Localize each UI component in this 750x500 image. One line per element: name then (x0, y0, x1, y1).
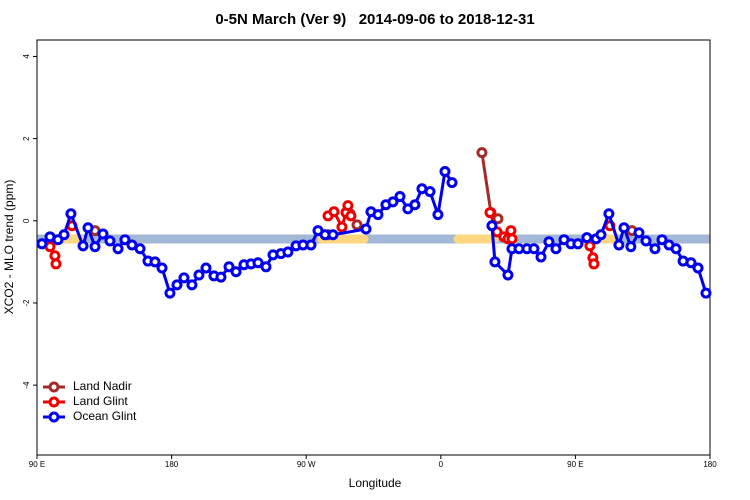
data-point (342, 200, 354, 212)
data-point (528, 243, 540, 255)
data-point (625, 241, 637, 253)
x-tick-label: 90 E (29, 460, 45, 469)
data-point (36, 238, 48, 250)
y-tick-label: 2 (22, 136, 31, 141)
data-point (58, 229, 70, 241)
y-tick-label: 0 (22, 218, 31, 223)
data-point (640, 235, 652, 247)
data-point (336, 221, 348, 233)
data-point (260, 261, 272, 273)
data-point (506, 233, 518, 245)
data-point (77, 240, 89, 252)
plot-frame (36, 39, 711, 456)
data-point (65, 208, 77, 220)
data-point (476, 147, 488, 159)
data-point (305, 239, 317, 251)
data-point (618, 222, 630, 234)
x-tick-label: 0 (439, 460, 444, 469)
data-point (149, 256, 161, 268)
data-point (345, 210, 357, 222)
chart-title: 0-5N March (Ver 9) 2014-09-06 to 2018-12… (215, 11, 534, 28)
legend-label: Land Nadir (73, 379, 132, 393)
data-point (223, 261, 235, 273)
legend-label: Ocean Glint (73, 409, 137, 423)
data-point (439, 165, 451, 177)
data-point (656, 234, 668, 246)
x-axis-label: Longitude (349, 476, 402, 490)
data-point (505, 225, 517, 237)
data-point (119, 234, 131, 246)
data-point (492, 213, 504, 225)
data-point (543, 236, 555, 248)
data-point (126, 239, 138, 251)
data-point (328, 206, 340, 218)
data-point (186, 279, 198, 291)
data-point (156, 262, 168, 274)
data-point (603, 208, 615, 220)
data-point (50, 258, 62, 270)
data-point (581, 232, 593, 244)
data-point (193, 269, 205, 281)
y-tick-label: -4 (22, 381, 31, 389)
data-point (104, 235, 116, 247)
data-point (282, 246, 294, 258)
x-tick-label: 90 E (567, 460, 583, 469)
data-point (613, 239, 625, 251)
x-tick-label: 90 W (297, 460, 316, 469)
y-tick-label: 4 (22, 54, 31, 59)
data-point (550, 243, 562, 255)
data-point (670, 243, 682, 255)
data-point (535, 251, 547, 263)
data-point (215, 271, 227, 283)
data-point (164, 287, 176, 299)
data-point (171, 279, 183, 291)
data-point (82, 222, 94, 234)
data-point (252, 257, 264, 269)
data-point (89, 241, 101, 253)
data-point (49, 250, 61, 262)
legend-label: Land Glint (73, 394, 128, 408)
data-point (409, 199, 421, 211)
legend-marker (48, 411, 60, 423)
data-point (633, 227, 645, 239)
data-point (502, 269, 514, 281)
data-point (394, 191, 406, 203)
x-tick-label: 180 (703, 460, 717, 469)
data-point (351, 219, 363, 231)
data-point (572, 238, 584, 250)
data-point (178, 272, 190, 284)
data-point (230, 266, 242, 278)
data-point (446, 177, 458, 189)
data-point (360, 223, 372, 235)
x-tick-label: 180 (165, 460, 179, 469)
data-point (432, 209, 444, 221)
data-point (134, 243, 146, 255)
legend-marker (48, 396, 60, 408)
data-point (649, 243, 661, 255)
data-point (200, 262, 212, 274)
data-point (486, 220, 498, 232)
data-point (327, 229, 339, 241)
legend-marker (48, 381, 60, 393)
data-point (372, 209, 384, 221)
data-point (424, 186, 436, 198)
y-tick-label: -2 (22, 299, 31, 307)
data-point (489, 256, 501, 268)
data-point (588, 258, 600, 270)
data-point (692, 262, 704, 274)
data-point (97, 228, 109, 240)
data-point (484, 207, 496, 219)
data-point (387, 196, 399, 208)
y-axis-label: XCO2 - MLO trend (ppm) (2, 180, 16, 315)
data-point (700, 287, 712, 299)
data-point (112, 243, 124, 255)
data-point (685, 257, 697, 269)
data-point (595, 229, 607, 241)
